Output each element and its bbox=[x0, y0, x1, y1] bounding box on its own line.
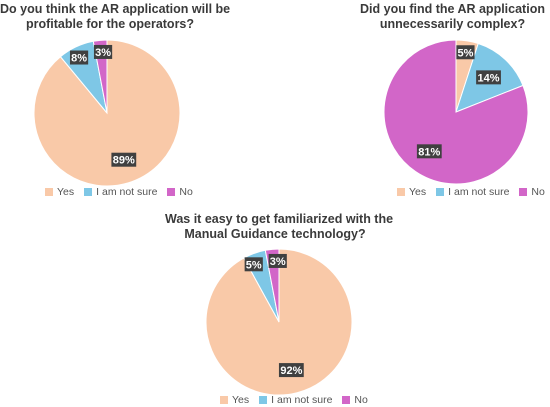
legend-label: No bbox=[179, 186, 193, 198]
data-label-text: 89% bbox=[113, 155, 135, 167]
pie-chart-complex: Did you find the AR application unnecess… bbox=[355, 0, 550, 205]
data-label: 8% bbox=[69, 50, 89, 65]
legend-swatch bbox=[259, 396, 268, 404]
chart-title-line: unnecessarily complex? bbox=[379, 17, 526, 31]
data-label: 3% bbox=[268, 253, 287, 268]
data-label: 89% bbox=[111, 152, 137, 167]
legend: Yes I am not sure No bbox=[397, 186, 545, 198]
pie-chart-familiarized: Was it easy to get familiarized with the… bbox=[165, 210, 394, 407]
legend-item-yes: Yes bbox=[397, 186, 426, 198]
data-label-text: 8% bbox=[71, 53, 87, 65]
legend-item-yes: Yes bbox=[220, 394, 249, 406]
data-label: 3% bbox=[93, 44, 113, 59]
legend-label: Yes bbox=[57, 186, 75, 198]
legend-item-not-sure: I am not sure bbox=[259, 394, 332, 406]
legend-item-not-sure: I am not sure bbox=[436, 186, 509, 198]
legend-item-no: No bbox=[342, 394, 368, 406]
data-label: 5% bbox=[456, 45, 475, 60]
legend-label: No bbox=[531, 186, 545, 198]
data-label: 5% bbox=[244, 257, 263, 272]
legend-item-no: No bbox=[519, 186, 545, 198]
chart-title: Was it easy to get familiarized with the… bbox=[165, 212, 394, 242]
pie-chart-profitable: Do you think the AR application will be … bbox=[0, 0, 231, 205]
data-label-text: 3% bbox=[270, 256, 286, 268]
legend-swatch bbox=[84, 188, 93, 196]
legend-item-yes: Yes bbox=[45, 186, 74, 198]
legend-label: I am not sure bbox=[96, 186, 158, 198]
data-label-text: 14% bbox=[478, 72, 500, 84]
chart-title: Did you find the AR application unnecess… bbox=[355, 2, 550, 32]
pie-svg: 92% 5% 3% bbox=[205, 248, 353, 396]
legend-swatch bbox=[397, 188, 405, 196]
legend-label: No bbox=[354, 394, 368, 406]
pie-svg: 5% 14% 81% bbox=[383, 39, 529, 185]
legend: Yes I am not sure No bbox=[220, 394, 368, 406]
chart-title-line: Did you find the AR application bbox=[360, 2, 545, 16]
legend-swatch bbox=[45, 188, 53, 196]
data-label-box bbox=[278, 363, 304, 378]
legend-label: I am not sure bbox=[271, 394, 333, 406]
data-label-box bbox=[416, 144, 442, 159]
data-label-box bbox=[111, 152, 137, 167]
legend-item-not-sure: I am not sure bbox=[84, 186, 157, 198]
data-label-text: 5% bbox=[458, 47, 474, 59]
data-label-box bbox=[456, 45, 475, 60]
pie-svg: 89% 8% 3% bbox=[33, 39, 181, 187]
legend: Yes I am not sure No bbox=[45, 186, 193, 198]
data-label-text: 92% bbox=[280, 365, 302, 377]
data-label-text: 3% bbox=[95, 47, 111, 59]
legend-label: Yes bbox=[409, 186, 427, 198]
data-label-box bbox=[93, 44, 113, 59]
legend-swatch bbox=[167, 188, 176, 196]
data-label: 81% bbox=[416, 144, 442, 159]
data-label-text: 5% bbox=[246, 259, 262, 271]
legend-swatch bbox=[519, 188, 528, 196]
data-label-box bbox=[476, 70, 501, 85]
chart-title-line: Do you think the AR application will be bbox=[0, 2, 231, 16]
chart-title-line: Was it easy to get familiarized with the bbox=[165, 212, 394, 226]
legend-label: Yes bbox=[232, 394, 250, 406]
data-label-box bbox=[244, 257, 263, 272]
legend-swatch bbox=[342, 396, 351, 404]
data-label-text: 81% bbox=[418, 146, 440, 158]
chart-title-line: Manual Guidance technology? bbox=[184, 227, 366, 241]
data-label-box bbox=[69, 50, 89, 65]
data-label: 14% bbox=[476, 70, 501, 85]
data-label: 92% bbox=[278, 363, 304, 378]
pie-slice-yes bbox=[33, 39, 181, 187]
legend-swatch bbox=[436, 188, 445, 196]
legend-item-no: No bbox=[167, 186, 193, 198]
legend-label: I am not sure bbox=[448, 186, 510, 198]
chart-title-line: profitable for the operators? bbox=[25, 17, 195, 31]
legend-swatch bbox=[220, 396, 228, 404]
chart-title: Do you think the AR application will be … bbox=[0, 2, 231, 32]
data-label-box bbox=[268, 253, 287, 268]
